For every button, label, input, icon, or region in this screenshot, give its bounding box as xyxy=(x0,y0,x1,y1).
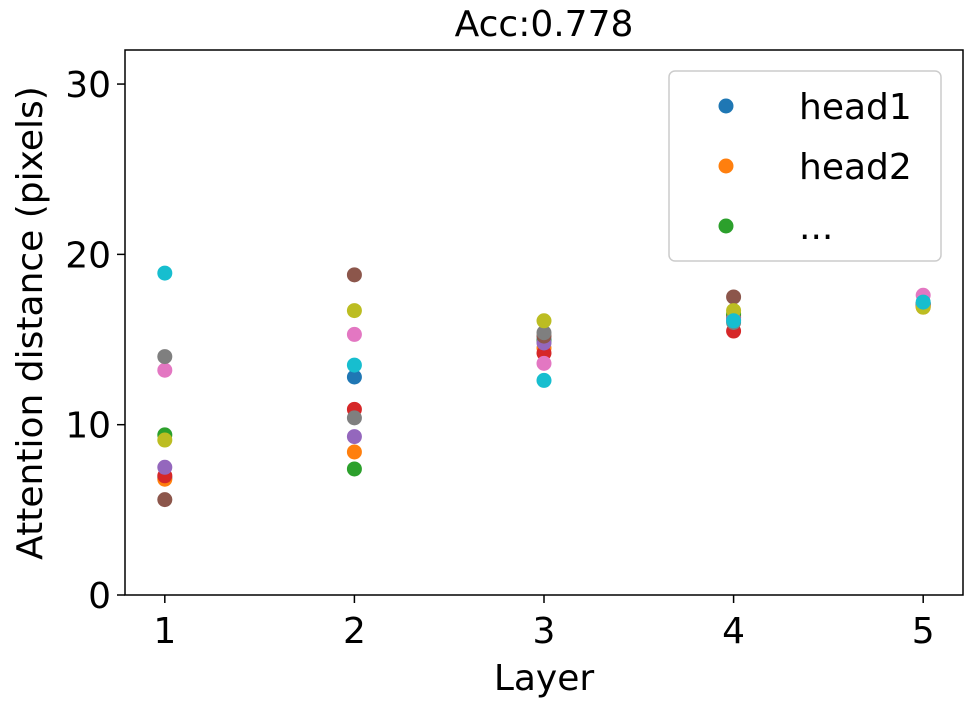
legend-marker xyxy=(718,218,734,234)
plot-frame xyxy=(124,49,964,596)
scatter-point xyxy=(346,461,362,477)
legend-marker xyxy=(718,158,734,174)
scatter-point xyxy=(536,372,552,388)
x-tick-label: 2 xyxy=(343,611,366,652)
x-tick-label: 3 xyxy=(533,611,556,652)
scatter-point xyxy=(157,432,173,448)
scatter-point xyxy=(346,267,362,283)
legend-label: head2 xyxy=(799,147,912,188)
y-tick-label: 10 xyxy=(65,406,111,447)
scatter-point xyxy=(157,459,173,475)
scatter-point xyxy=(157,362,173,378)
scatter-point xyxy=(157,265,173,281)
scatter-point xyxy=(915,294,931,310)
scatter-point xyxy=(536,325,552,341)
chart-title: Acc:0.778 xyxy=(455,4,634,45)
scatter-point xyxy=(346,326,362,342)
legend-label: ... xyxy=(799,207,833,248)
scatter-point xyxy=(346,369,362,385)
legend-label: head1 xyxy=(799,87,912,128)
scatter-point xyxy=(346,444,362,460)
scatter-point xyxy=(346,429,362,445)
x-tick-label: 4 xyxy=(722,611,745,652)
x-tick-label: 5 xyxy=(912,611,935,652)
scatter-point xyxy=(346,410,362,426)
y-tick-label: 0 xyxy=(88,576,111,617)
scatter-point xyxy=(346,357,362,373)
scatter-point xyxy=(346,303,362,319)
y-axis-label: Attention distance (pixels) xyxy=(10,86,51,560)
scatter-point xyxy=(536,355,552,371)
scatter-point xyxy=(726,313,742,329)
scatter-point xyxy=(726,289,742,305)
y-tick-label: 20 xyxy=(65,235,111,276)
x-axis-label: Layer xyxy=(494,658,595,699)
x-tick-label: 1 xyxy=(153,611,176,652)
scatter-point xyxy=(157,349,173,365)
legend-box xyxy=(668,70,942,262)
y-tick-label: 30 xyxy=(65,65,111,106)
scatter-point xyxy=(536,313,552,329)
scatter-point xyxy=(157,492,173,508)
legend-marker xyxy=(718,98,734,114)
